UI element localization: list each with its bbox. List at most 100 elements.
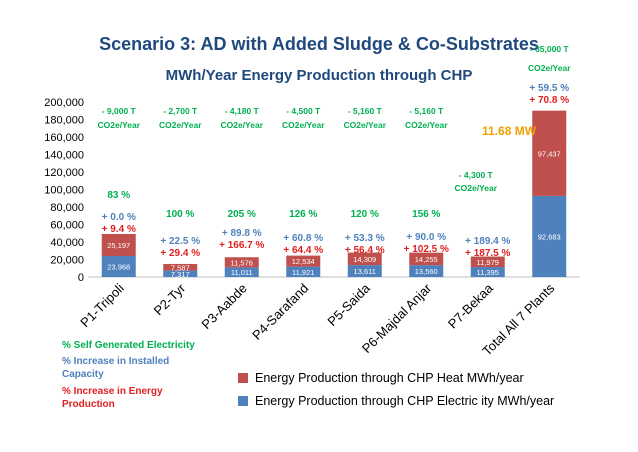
chart-title: Scenario 3: AD with Added Sludge & Co-Su… <box>99 34 539 54</box>
chart-subtitle: MWh/Year Energy Production through CHP <box>165 67 473 84</box>
bar-heat <box>286 255 321 267</box>
category-label: P5-Saida <box>324 280 373 329</box>
y-tick-label: 200,000 <box>44 97 84 109</box>
co2-label-unit: CO2e/Year <box>159 120 202 130</box>
bar-heat <box>409 252 444 266</box>
data-label-heat: 97,437 <box>538 149 561 158</box>
co2-label: - 5,160 T <box>348 106 383 116</box>
data-label-electricity: 11,395 <box>477 268 499 277</box>
data-label-electricity: 13,560 <box>415 267 438 276</box>
energy-increase-label: + 102.5 % <box>404 244 449 255</box>
energy-increase-label: + 56.4 % <box>345 245 385 256</box>
energy-increase-label: + 29.4 % <box>160 248 200 259</box>
data-label-electricity: 13,611 <box>354 267 376 276</box>
y-tick-label: 100,000 <box>44 185 84 197</box>
bar-electricity <box>224 267 259 277</box>
y-tick-label: 80,000 <box>50 202 84 214</box>
co2-label: - 2,700 T <box>163 106 198 116</box>
co2-label-unit: CO2e/Year <box>220 120 263 130</box>
y-tick-label: 120,000 <box>44 167 84 179</box>
data-label-electricity: 23,968 <box>107 263 130 272</box>
category-label: P7-Bekaa <box>445 280 497 332</box>
bars <box>101 110 567 277</box>
y-tick-label: 20,000 <box>50 255 84 267</box>
energy-increase-label: + 9.4 % <box>102 224 136 235</box>
capacity-increase-label: + 22.5 % <box>160 236 200 247</box>
energy-increase-label: + 187.5 % <box>465 248 510 259</box>
legend-label-heat: Energy Production through CHP Heat MWh/y… <box>255 371 524 385</box>
legend-label-electricity: Energy Production through CHP Electric i… <box>255 394 555 408</box>
data-label-heat: 14,255 <box>415 255 438 264</box>
y-axis: 0 20,000 40,000 60,000 80,000 100,000 120,000 1… <box>44 97 580 284</box>
co2-label: - 5,160 T <box>409 106 444 116</box>
footnote-installed-capacity: % Increase in Installed Capacity <box>62 356 170 380</box>
bar-electricity <box>470 267 505 277</box>
y-tick-label: 140,000 <box>44 150 84 162</box>
bar-electricity <box>409 265 444 277</box>
capacity-increase-label: + 89.8 % <box>222 228 262 239</box>
capacity-increase-label: + 53.3 % <box>345 233 385 244</box>
bar-heat <box>532 110 567 196</box>
total-power-label: 11.68 MW <box>482 124 537 138</box>
y-tick-label: 160,000 <box>44 132 84 144</box>
bar-electricity <box>347 265 382 277</box>
bar-heat <box>224 257 259 268</box>
self-generated-label: 83 % <box>107 190 130 201</box>
co2-label-unit: CO2e/Year <box>97 120 140 130</box>
data-label-electricity: 92,683 <box>538 232 561 241</box>
capacity-increase-label: + 59.5 % <box>529 83 569 94</box>
category-label: P1-Tripoli <box>77 280 127 330</box>
self-generated-label: 120 % <box>351 209 379 220</box>
bar-heat <box>163 263 198 271</box>
bar-electricity <box>532 195 567 277</box>
legend-swatch-electricity <box>238 396 248 406</box>
capacity-increase-label: + 90.0 % <box>406 232 446 243</box>
self-generated-label: 205 % <box>228 209 256 220</box>
co2-label-unit: CO2e/Year <box>528 63 571 73</box>
y-tick-label: 0 <box>78 272 84 284</box>
co2-label: - 35,000 T <box>530 44 570 54</box>
category-label: P2-Tyr <box>151 280 189 318</box>
co2-label-unit: CO2e/Year <box>454 183 497 193</box>
bar-heat <box>101 233 136 257</box>
legend-item-electricity: Energy Production through CHP Electric i… <box>238 394 554 408</box>
energy-increase-label: + 64.4 % <box>283 245 323 256</box>
co2-label: - 9,000 T <box>102 106 137 116</box>
data-label-heat: 25,197 <box>107 241 130 250</box>
energy-increase-label: + 166.7 % <box>219 240 264 251</box>
data-label-electricity: 11,921 <box>292 268 314 277</box>
self-generated-label: 156 % <box>412 209 440 220</box>
category-label: P3-Aabde <box>198 281 249 332</box>
bar-electricity <box>163 270 198 277</box>
co2-label: - 4,500 T <box>286 106 321 116</box>
co2-label-unit: CO2e/Year <box>405 120 448 130</box>
data-label-heat: 12,534 <box>292 257 315 266</box>
data-label-electricity: 11,011 <box>231 268 253 277</box>
capacity-increase-label: + 60.8 % <box>283 233 323 244</box>
co2-label-unit: CO2e/Year <box>282 120 325 130</box>
self-generated-label: 100 % <box>166 209 194 220</box>
co2-label: - 4,180 T <box>225 106 260 116</box>
legend-item-heat: Energy Production through CHP Heat MWh/y… <box>238 371 524 385</box>
data-label-electricity: 7,317 <box>171 270 190 279</box>
footnote-energy-production: % Increase in Energy Production <box>62 386 163 410</box>
capacity-increase-label: + 0.0 % <box>102 212 136 223</box>
data-label-heat: 11,979 <box>477 258 499 267</box>
self-generated-label: 126 % <box>289 209 317 220</box>
capacity-increase-label: + 189.4 % <box>465 236 510 247</box>
category-label: P4-Sarafand <box>249 281 311 343</box>
co2-label-unit: CO2e/Year <box>343 120 386 130</box>
y-tick-label: 60,000 <box>50 220 84 232</box>
bar-electricity <box>286 266 321 277</box>
bar-heat <box>470 256 505 268</box>
footnote-self-generated: % Self Generated Electricity <box>62 340 195 351</box>
data-label-heat: 7,587 <box>171 263 190 272</box>
energy-increase-label: + 70.8 % <box>529 95 569 106</box>
co2-label: - 4,300 T <box>459 170 494 180</box>
bar-heat <box>347 252 382 266</box>
legend-swatch-heat <box>238 373 248 383</box>
y-tick-label: 40,000 <box>50 237 84 249</box>
data-label-heat: 11,576 <box>231 258 253 267</box>
